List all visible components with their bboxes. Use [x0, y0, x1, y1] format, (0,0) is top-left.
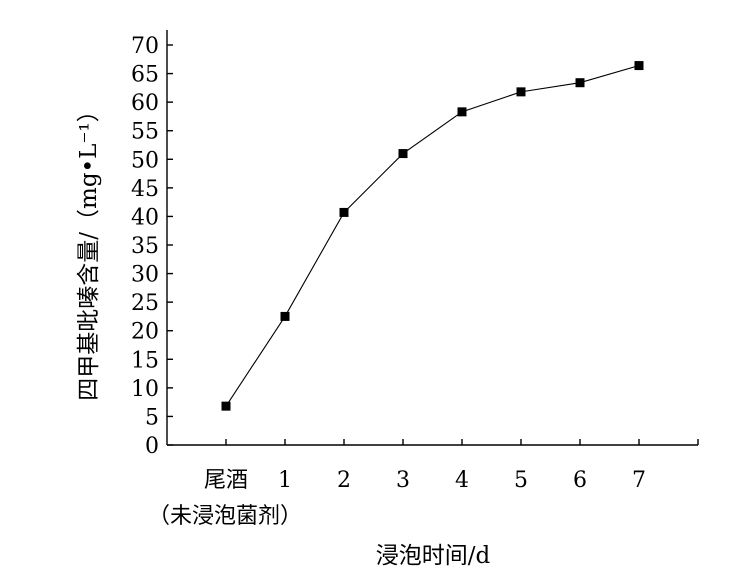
data-point	[280, 311, 290, 321]
data-points	[221, 61, 644, 411]
y-tick-label: 35	[131, 234, 159, 259]
x-tick-label: 2	[337, 468, 351, 493]
series-line	[225, 65, 640, 407]
data-point	[457, 107, 467, 117]
data-point	[339, 207, 349, 217]
x-category-sublabel: （未浸泡菌剂）	[148, 504, 302, 529]
y-tick-label: 60	[131, 91, 159, 116]
y-tick-label: 50	[131, 148, 159, 173]
y-ticks: 0 5 10 15 20 25 30 35 40 45 50 55 60 65 70	[131, 34, 173, 459]
y-tick-label: 30	[131, 263, 159, 288]
data-point	[634, 61, 644, 71]
y-tick-label: 10	[131, 377, 159, 402]
data-point	[575, 78, 585, 88]
y-tick-label: 0	[145, 434, 159, 459]
y-tick-label: 55	[131, 120, 159, 145]
x-ticks: 尾酒 1 2 3 4 5 6 7	[204, 439, 699, 493]
x-tick-label: 6	[573, 468, 587, 493]
y-tick-label: 5	[145, 405, 159, 430]
y-tick-label: 40	[131, 205, 159, 230]
x-tick-label: 3	[396, 468, 410, 493]
y-tick-label: 25	[131, 291, 159, 316]
data-point	[221, 401, 231, 411]
y-tick-label: 65	[131, 63, 159, 88]
x-tick-label: 7	[632, 468, 646, 493]
x-tick-label: 5	[514, 468, 528, 493]
x-tick-label: 尾酒	[204, 468, 248, 493]
x-tick-label: 4	[455, 468, 469, 493]
y-axis-title: 四甲基吡嗪含量/（mg•L⁻¹）	[76, 99, 102, 400]
data-point	[398, 149, 408, 159]
x-axis-title: 浸泡时间/d	[376, 543, 491, 569]
y-tick-label: 70	[131, 34, 159, 59]
data-point	[516, 87, 526, 97]
y-tick-label: 20	[131, 320, 159, 345]
axes	[166, 30, 698, 446]
y-tick-label: 45	[131, 177, 159, 202]
x-tick-label: 1	[278, 468, 292, 493]
y-tick-label: 15	[131, 348, 159, 373]
